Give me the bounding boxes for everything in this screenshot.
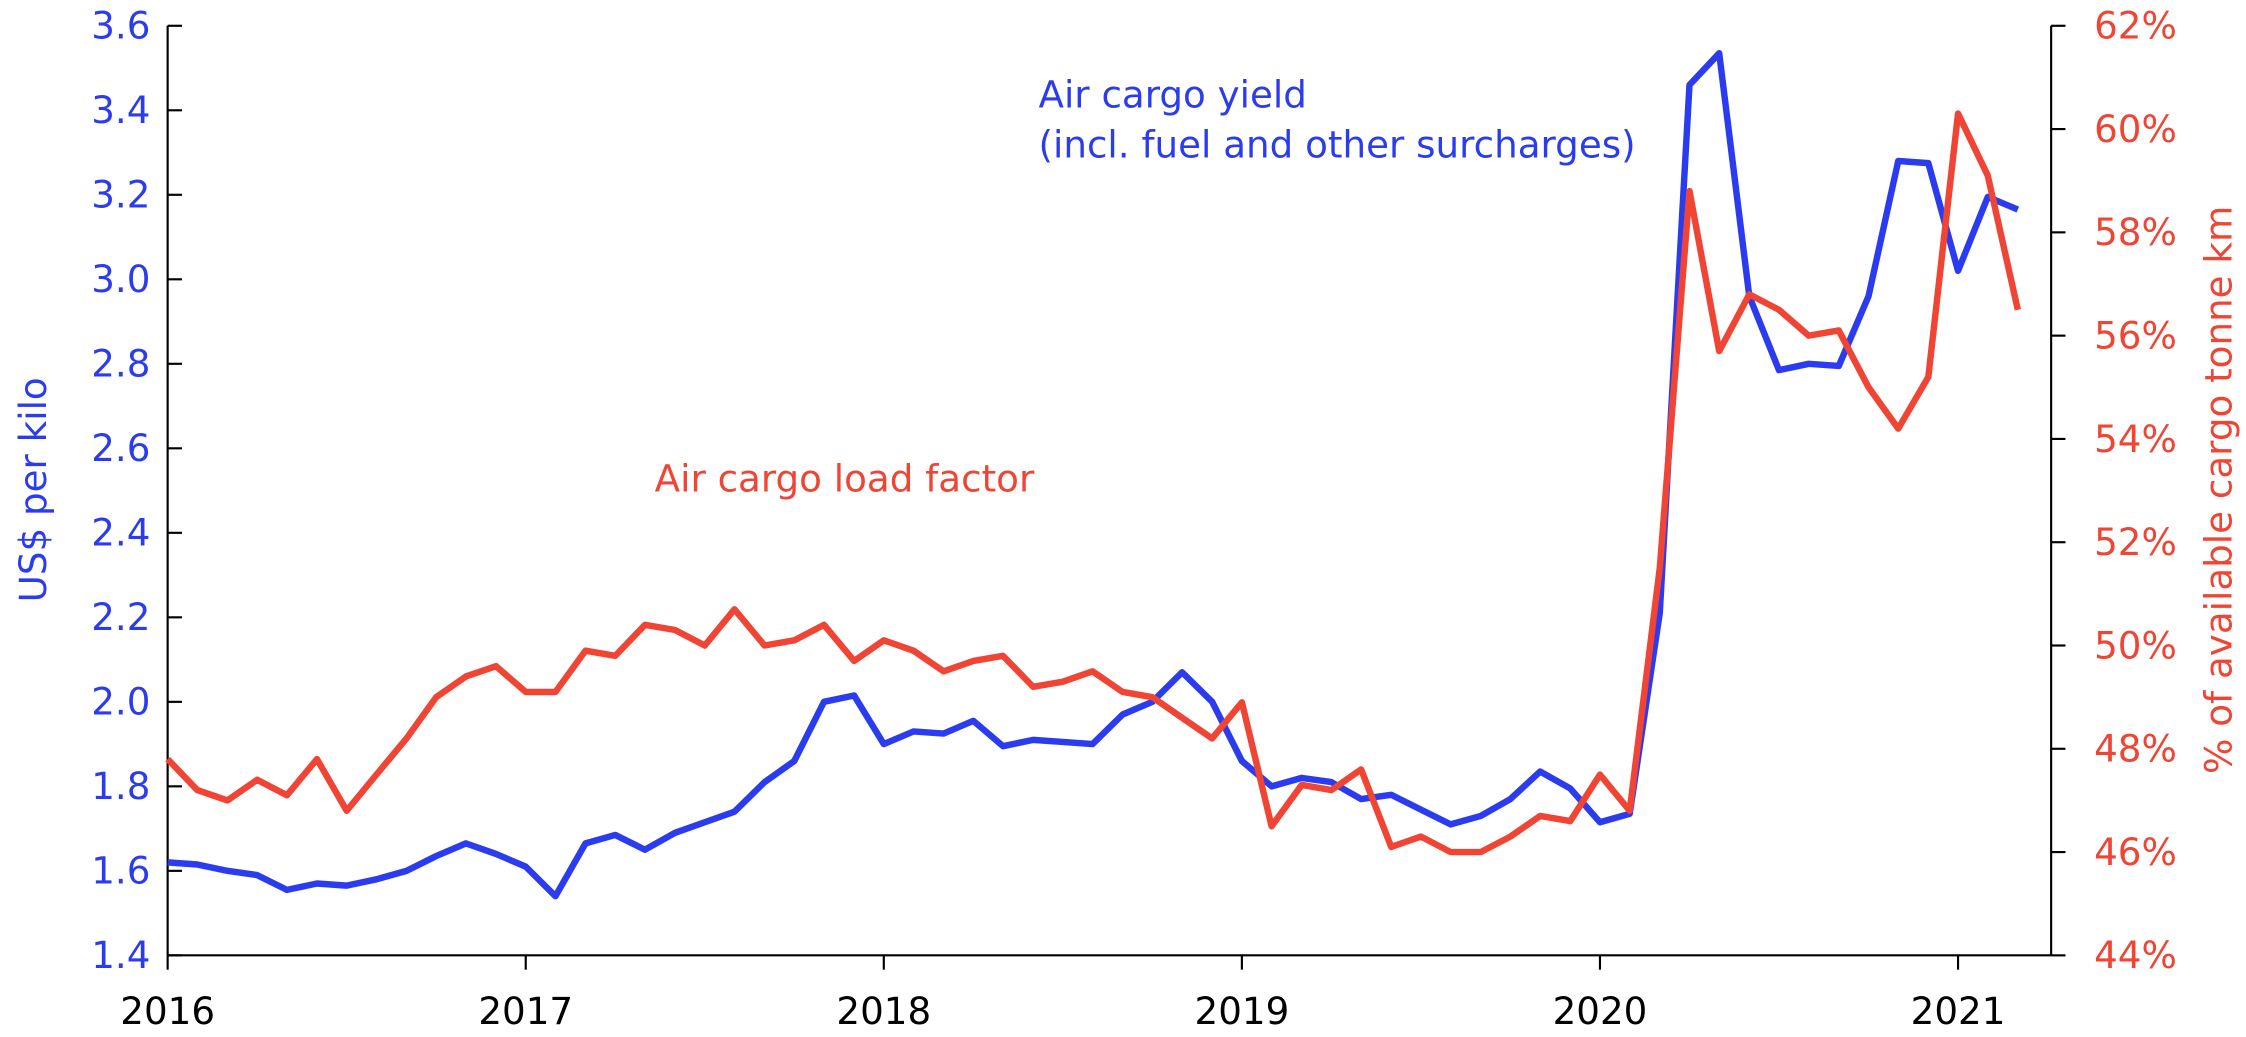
annotation: Air cargo yield bbox=[1038, 72, 1306, 116]
y2-axis-label: % of available cargo tonne km bbox=[2197, 206, 2241, 774]
line-series bbox=[167, 50, 2020, 900]
y2-tick-label: 56% bbox=[2094, 314, 2177, 358]
x-tick-label: 2017 bbox=[478, 989, 573, 1033]
y2-tick-label: 62% bbox=[2094, 4, 2177, 48]
annotation: (incl. fuel and other surcharges) bbox=[1038, 123, 1635, 167]
y-tick-label: 1.4 bbox=[91, 933, 150, 977]
x-tick-label: 2016 bbox=[120, 989, 215, 1033]
y-tick-label: 2.8 bbox=[91, 342, 150, 386]
annotation: Air cargo load factor bbox=[655, 456, 1035, 500]
y2-tick-label: 60% bbox=[2094, 107, 2177, 151]
x-tick-label: 2020 bbox=[1553, 989, 1648, 1033]
y-tick-label: 2.6 bbox=[91, 426, 150, 470]
y-tick-label: 1.6 bbox=[91, 849, 150, 893]
y2-tick-label: 44% bbox=[2094, 933, 2177, 977]
y2-tick-label: 48% bbox=[2094, 727, 2177, 771]
y-tick-label: 1.8 bbox=[91, 764, 150, 808]
y-tick-label: 2.4 bbox=[91, 511, 150, 555]
y-tick-label: 2.2 bbox=[91, 595, 150, 639]
y2-tick-label: 52% bbox=[2094, 520, 2177, 564]
x-tick-label: 2019 bbox=[1194, 989, 1289, 1033]
x-tick-label: 2021 bbox=[1911, 989, 2006, 1033]
y2-tick-label: 54% bbox=[2094, 417, 2177, 461]
y-tick-label: 3.0 bbox=[91, 257, 150, 301]
y-axis-label: US$ per kilo bbox=[11, 377, 55, 602]
line-series bbox=[165, 110, 2021, 856]
y-tick-label: 3.4 bbox=[91, 88, 150, 132]
y2-tick-label: 58% bbox=[2094, 210, 2177, 254]
y-tick-label: 3.2 bbox=[91, 173, 150, 217]
y-tick-label: 3.6 bbox=[91, 4, 150, 48]
y2-tick-label: 46% bbox=[2094, 830, 2177, 874]
y2-tick-label: 50% bbox=[2094, 623, 2177, 667]
x-tick-label: 2018 bbox=[836, 989, 931, 1033]
y-tick-label: 2.0 bbox=[91, 680, 150, 724]
